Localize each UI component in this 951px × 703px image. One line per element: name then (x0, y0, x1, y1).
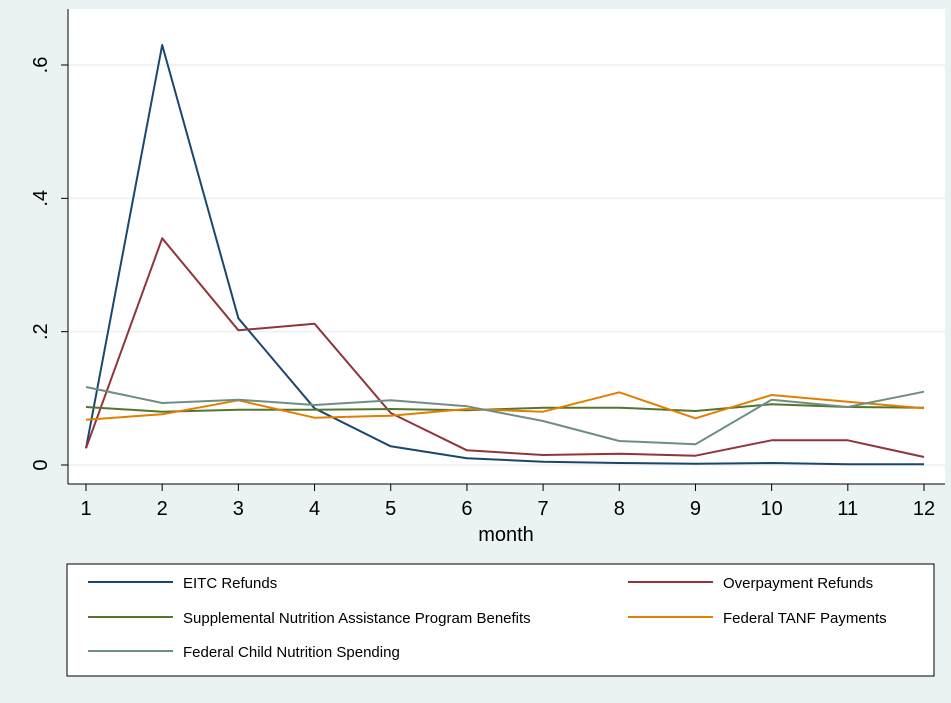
legend-label: Supplemental Nutrition Assistance Progra… (183, 610, 531, 627)
legend-box (66, 563, 935, 677)
x-tick-label: 2 (157, 498, 168, 520)
legend-label: Federal TANF Payments (723, 610, 887, 627)
x-tick-label: 3 (233, 498, 244, 520)
x-tick-label: 9 (690, 498, 701, 520)
y-tick-label: .4 (30, 190, 52, 207)
plot-area (68, 9, 945, 484)
legend: EITC Refunds Overpayment Refunds Supplemen… (88, 575, 887, 661)
x-tick-label: 6 (461, 498, 472, 520)
x-tick-label: 1 (80, 498, 91, 520)
legend-label: Overpayment Refunds (723, 575, 873, 592)
series-lines (85, 44, 925, 466)
x-tick-label: 4 (309, 498, 320, 520)
x-axis-title: month (478, 524, 534, 546)
y-tick-label: .2 (30, 323, 52, 340)
series-line (85, 386, 925, 446)
series-line (85, 403, 925, 413)
y-tick-label: .6 (30, 57, 52, 74)
axes: 0.2.4.61 2 3 4 5 6 7 8 9 10 11 12 (30, 9, 945, 520)
y-tick-label: 0 (30, 459, 52, 470)
series-line (85, 44, 924, 466)
series-line (85, 391, 925, 421)
legend-label: Federal Child Nutrition Spending (183, 644, 400, 661)
x-tick-label: 12 (913, 498, 935, 520)
x-tick-label: 11 (837, 498, 858, 520)
series-line (85, 237, 925, 458)
grid-lines (68, 64, 945, 466)
x-tick-label: 8 (614, 498, 625, 520)
legend-label: EITC Refunds (183, 575, 277, 592)
x-tick-label: 10 (761, 498, 783, 520)
x-tick-label: 7 (538, 498, 549, 520)
x-tick-label: 5 (385, 498, 396, 520)
